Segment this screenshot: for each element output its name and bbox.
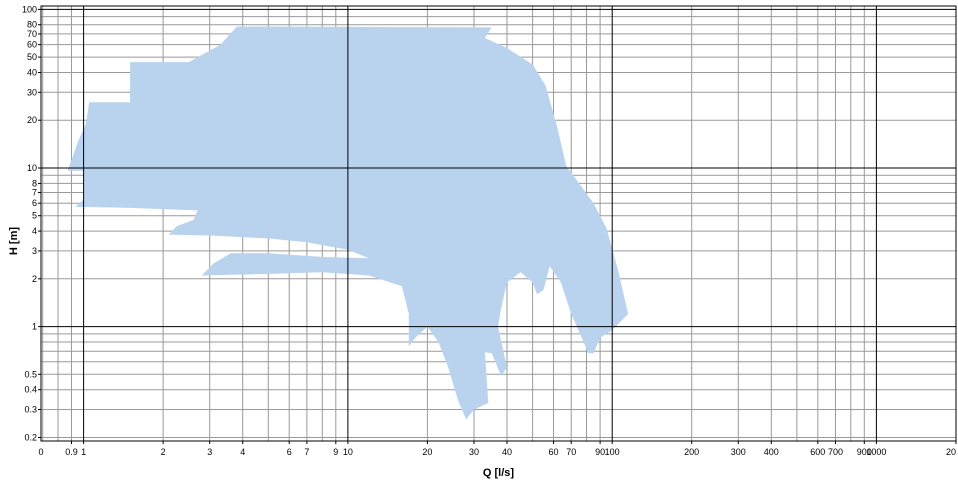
plot-frame	[40, 5, 957, 442]
y-tick-label: 10	[27, 163, 37, 173]
y-tick-label: 0.4	[24, 385, 37, 395]
y-tick-label: 70	[27, 29, 37, 39]
y-tick-label: 30	[27, 87, 37, 97]
y-tick-label: 6	[32, 198, 37, 208]
x-tick-label: 10	[343, 447, 353, 457]
y-tick-label: 5	[32, 211, 37, 221]
x-tick-label: 300	[731, 447, 746, 457]
x-tick-label: 400	[764, 447, 779, 457]
x-tick-label: 0.9	[65, 447, 78, 457]
x-axis-ticks: 0 0.9 1 2 3 4 6 7 9 10 20 30 40 60 70 90 100 200 300 400 600…	[38, 441, 957, 457]
x-tick-label: 600	[810, 447, 825, 457]
y-tick-label: 80	[27, 20, 37, 30]
decade-gridlines	[41, 6, 956, 441]
y-tick-label: 0.2	[24, 433, 37, 443]
x-tick-label: 30	[469, 447, 479, 457]
x-tick-label: 90	[595, 447, 605, 457]
x-tick-label: 0	[38, 447, 43, 457]
x-tick-label: 9	[333, 447, 338, 457]
y-tick-label: 1	[32, 322, 37, 332]
y-tick-label: 4	[32, 226, 37, 236]
x-tick-label: 7	[304, 447, 309, 457]
x-tick-label: 1000	[866, 447, 886, 457]
x-axis-label: Q [l/s]	[483, 467, 515, 479]
x-tick-label: 200	[684, 447, 699, 457]
x-tick-label: 6	[287, 447, 292, 457]
y-tick-label: 7	[32, 188, 37, 198]
x-tick-label: 60	[548, 447, 558, 457]
x-tick-label: 2	[161, 447, 166, 457]
y-tick-label: 0.5	[24, 369, 37, 379]
y-tick-label: 20	[27, 115, 37, 125]
x-tick-label: 4	[240, 447, 245, 457]
x-tick-label: 70	[566, 447, 576, 457]
x-tick-label: 20	[422, 447, 432, 457]
x-tick-label: 1	[81, 447, 86, 457]
x-tick-label: 20	[946, 447, 956, 457]
x-tick-label: 3	[207, 447, 212, 457]
y-axis-label: H [m]	[8, 227, 20, 255]
x-tick-label: 900	[857, 447, 872, 457]
y-tick-label: 40	[27, 68, 37, 78]
y-tick-label: 0.3	[24, 405, 37, 415]
y-tick-label: 60	[27, 40, 37, 50]
y-tick-label: 2	[32, 274, 37, 284]
y-tick-label: 8	[32, 178, 37, 188]
y-tick-label: 50	[27, 52, 37, 62]
y-tick-label: 100	[22, 4, 37, 14]
x-tick-label: 100	[605, 447, 620, 457]
x-tick-label: 700	[828, 447, 843, 457]
y-tick-label: 3	[32, 246, 37, 256]
x-tick-label: 40	[502, 447, 512, 457]
